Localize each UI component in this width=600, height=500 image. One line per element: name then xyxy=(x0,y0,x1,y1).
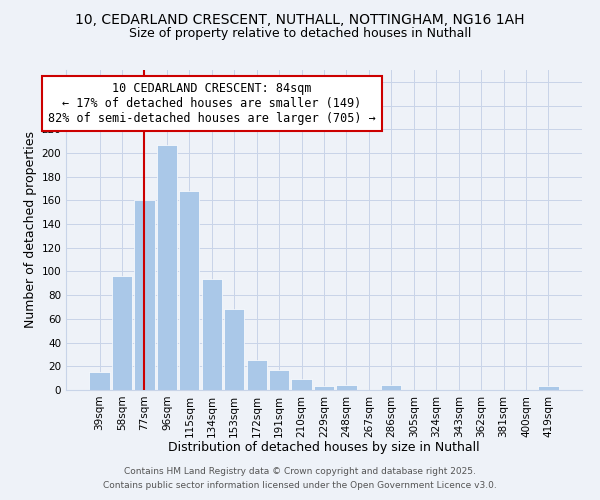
Bar xyxy=(134,200,155,390)
Bar xyxy=(381,386,401,390)
Bar xyxy=(314,386,334,390)
Text: Contains HM Land Registry data © Crown copyright and database right 2025.: Contains HM Land Registry data © Crown c… xyxy=(124,467,476,476)
Text: Size of property relative to detached houses in Nuthall: Size of property relative to detached ho… xyxy=(129,28,471,40)
Bar xyxy=(224,310,244,390)
Text: 10 CEDARLAND CRESCENT: 84sqm
← 17% of detached houses are smaller (149)
82% of s: 10 CEDARLAND CRESCENT: 84sqm ← 17% of de… xyxy=(48,82,376,125)
Bar xyxy=(202,278,222,390)
Text: Contains public sector information licensed under the Open Government Licence v3: Contains public sector information licen… xyxy=(103,481,497,490)
Y-axis label: Number of detached properties: Number of detached properties xyxy=(24,132,37,328)
Text: 10, CEDARLAND CRESCENT, NUTHALL, NOTTINGHAM, NG16 1AH: 10, CEDARLAND CRESCENT, NUTHALL, NOTTING… xyxy=(75,12,525,26)
Bar xyxy=(157,144,177,390)
Bar xyxy=(292,380,311,390)
Bar xyxy=(112,276,132,390)
Bar xyxy=(269,370,289,390)
Bar xyxy=(89,372,110,390)
Bar xyxy=(179,191,199,390)
Bar xyxy=(337,386,356,390)
Bar xyxy=(538,386,559,390)
X-axis label: Distribution of detached houses by size in Nuthall: Distribution of detached houses by size … xyxy=(168,441,480,454)
Bar xyxy=(247,360,267,390)
